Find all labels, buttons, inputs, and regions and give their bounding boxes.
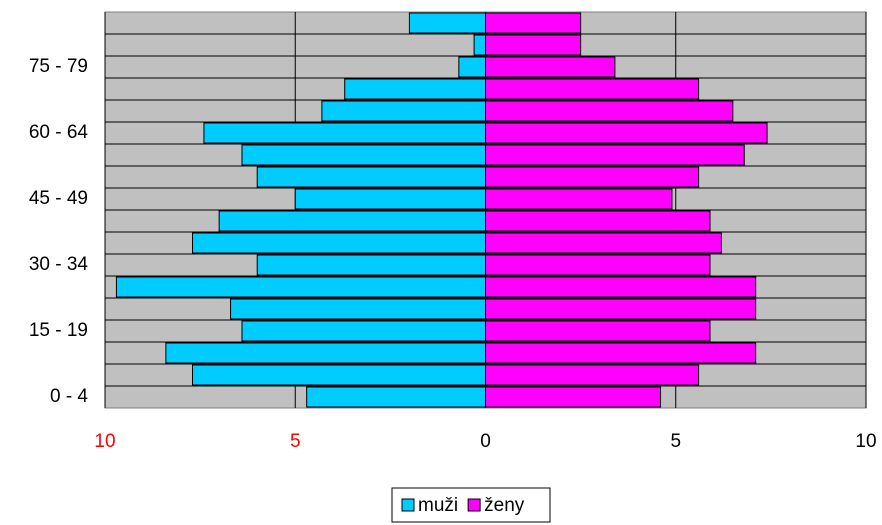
- bar: [192, 364, 486, 386]
- bar: [485, 386, 662, 408]
- legend-swatch: [401, 498, 415, 512]
- bar: [485, 34, 582, 56]
- x-tick-label: 10: [855, 431, 876, 452]
- bar: [294, 188, 486, 210]
- bar: [485, 320, 711, 342]
- bar: [485, 78, 700, 100]
- y-tick-label: 30 - 34: [29, 254, 89, 275]
- bar: [165, 342, 486, 364]
- bar: [485, 254, 711, 276]
- bar: [485, 188, 673, 210]
- bar: [485, 56, 616, 78]
- x-tick-label: 10: [94, 431, 115, 452]
- bar: [192, 232, 486, 254]
- bar: [218, 210, 486, 232]
- bar: [485, 122, 768, 144]
- bar: [485, 100, 734, 122]
- bar: [256, 166, 487, 188]
- bar: [485, 232, 722, 254]
- y-tick-label: 15 - 19: [29, 320, 88, 341]
- y-tick-label: 60 - 64: [29, 122, 89, 143]
- legend-swatch: [467, 498, 481, 512]
- bar: [344, 78, 486, 100]
- y-tick-label: 75 - 79: [29, 56, 88, 77]
- y-tick-label: 45 - 49: [29, 188, 88, 209]
- bar: [306, 386, 487, 408]
- bar: [485, 210, 711, 232]
- legend-label: muži: [418, 495, 458, 516]
- x-tick-label: 0: [480, 431, 491, 452]
- bar: [485, 144, 745, 166]
- bar: [485, 298, 757, 320]
- bar: [115, 276, 486, 298]
- y-tick-label: 0 - 4: [50, 386, 88, 407]
- bar: [485, 364, 700, 386]
- bar: [485, 166, 700, 188]
- bar: [230, 298, 486, 320]
- bar: [485, 276, 757, 298]
- x-tick-label: 5: [290, 431, 301, 452]
- x-tick-label: 5: [670, 431, 681, 452]
- legend-label: ženy: [484, 495, 525, 516]
- bar: [458, 56, 486, 78]
- bar: [485, 342, 757, 364]
- bar: [485, 12, 582, 34]
- bar: [241, 320, 486, 342]
- bar: [473, 34, 486, 56]
- bar: [408, 12, 486, 34]
- bar: [203, 122, 486, 144]
- bar: [321, 100, 487, 122]
- bar: [256, 254, 487, 276]
- bar: [241, 144, 486, 166]
